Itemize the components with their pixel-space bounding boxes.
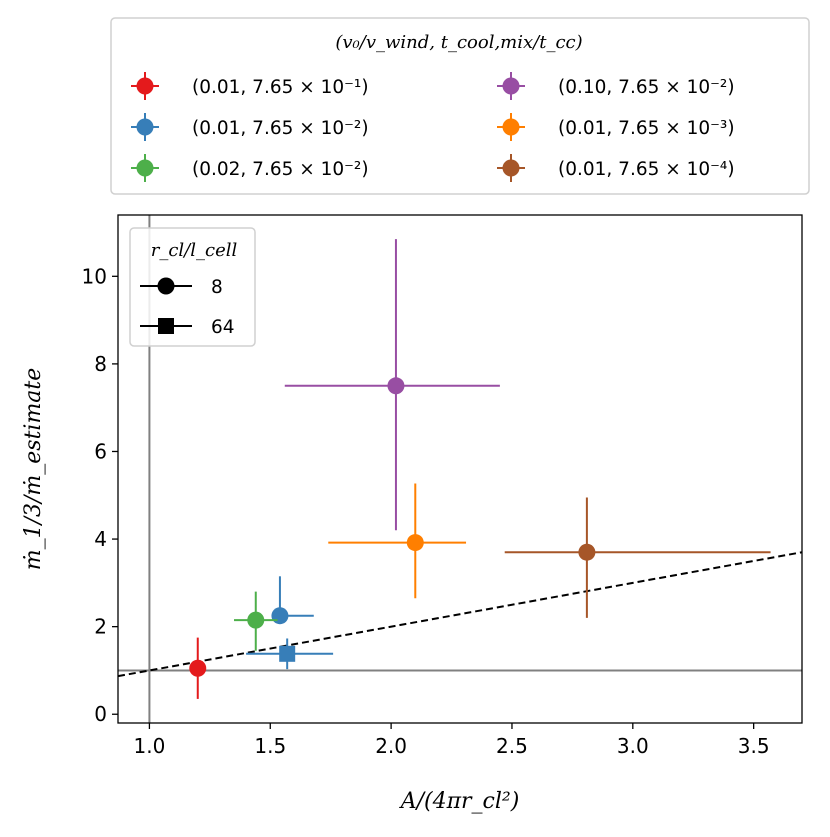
color-legend-entry: (0.01, 7.65 × 10⁻⁴) xyxy=(497,154,735,182)
data-point-circle xyxy=(189,659,207,677)
y-tick-label: 10 xyxy=(82,264,107,288)
color-legend-label: (0.01, 7.65 × 10⁻⁴) xyxy=(558,159,735,180)
marker-legend-label: 64 xyxy=(211,317,235,338)
x-tick-label: 2.5 xyxy=(496,734,528,758)
color-legend-entry: (0.10, 7.65 × 10⁻²) xyxy=(497,72,735,100)
color-legend-label: (0.01, 7.65 × 10⁻¹) xyxy=(192,77,369,98)
data-point-group xyxy=(504,497,771,618)
color-legend-entries: (0.01, 7.65 × 10⁻¹) (0.01, 7.65 × 10⁻²) (0… xyxy=(131,72,735,182)
legend-marker xyxy=(136,159,154,177)
data-point-square xyxy=(279,645,296,662)
marker-legend: r_cl/l_cell 8 64 xyxy=(129,227,256,347)
x-tick-label: 1.0 xyxy=(134,734,166,758)
y-axis-label: ṁ_1/3/ṁ_estimate xyxy=(21,368,46,571)
data-point-circle xyxy=(247,611,265,629)
y-tick-label: 4 xyxy=(94,527,107,551)
color-legend-entry: (0.01, 7.65 × 10⁻¹) xyxy=(131,72,369,100)
marker-legend-entry: 64 xyxy=(140,317,235,338)
marker-legend-title: r_cl/l_cell xyxy=(151,240,238,261)
color-legend-label: (0.01, 7.65 × 10⁻³) xyxy=(558,118,735,139)
x-tick-label: 3.5 xyxy=(738,734,770,758)
color-legend-label: (0.02, 7.65 × 10⁻²) xyxy=(192,159,369,180)
y-tick-label: 8 xyxy=(94,352,107,376)
color-legend-entry: (0.01, 7.65 × 10⁻²) xyxy=(131,113,369,141)
marker-legend-label: 8 xyxy=(211,277,223,298)
reference-line-dashed xyxy=(117,551,803,678)
legend-marker xyxy=(502,77,520,95)
color-legend-entry: (0.02, 7.65 × 10⁻²) xyxy=(131,154,369,182)
y-tick-label: 2 xyxy=(94,615,107,639)
legend-circle-marker xyxy=(157,277,175,295)
y-tick-label: 6 xyxy=(94,439,107,463)
data-point-circle xyxy=(387,377,405,395)
x-axis-label: A/(4πr_cl²) xyxy=(399,789,520,814)
color-legend-entry: (0.01, 7.65 × 10⁻³) xyxy=(497,113,735,141)
marker-legend-frame xyxy=(129,227,256,347)
x-tick-label: 3.0 xyxy=(617,734,649,758)
legend-marker xyxy=(502,159,520,177)
color-legend-frame xyxy=(110,17,810,195)
legend-marker xyxy=(136,77,154,95)
color-legend-label: (0.01, 7.65 × 10⁻²) xyxy=(192,118,369,139)
y-axis-ticks: 0 2 4 6 8 10 xyxy=(82,264,118,726)
data-point-group xyxy=(284,239,500,531)
data-point-circle xyxy=(578,543,596,561)
axes: 1.0 1.5 2.0 2.5 3.0 3.5 0 2 4 6 8 10 xyxy=(82,214,803,758)
x-tick-label: 2.0 xyxy=(375,734,407,758)
legend-marker xyxy=(502,118,520,136)
color-legend-label: (0.10, 7.65 × 10⁻²) xyxy=(558,77,735,98)
x-tick-label: 1.5 xyxy=(254,734,286,758)
series-layer xyxy=(189,239,771,699)
x-axis-ticks: 1.0 1.5 2.0 2.5 3.0 3.5 xyxy=(134,723,770,758)
color-legend-title: (v₀/v_wind, t_cool,mix/t_cc) xyxy=(335,32,582,53)
data-point-group xyxy=(246,638,334,670)
legend-marker xyxy=(136,118,154,136)
plot-frame xyxy=(117,214,803,724)
marker-legend-entry: 8 xyxy=(140,277,223,298)
data-point-circle xyxy=(406,534,424,552)
color-legend: (v₀/v_wind, t_cool,mix/t_cc) (0.01, 7.65… xyxy=(110,17,810,195)
data-point-circle xyxy=(271,607,289,625)
legend-square-marker xyxy=(158,318,174,334)
data-point-group xyxy=(234,591,278,651)
data-point-group xyxy=(189,637,207,699)
data-point-group xyxy=(328,483,467,599)
marker-legend-entries: 8 64 xyxy=(140,277,235,338)
y-tick-label: 0 xyxy=(94,702,107,726)
